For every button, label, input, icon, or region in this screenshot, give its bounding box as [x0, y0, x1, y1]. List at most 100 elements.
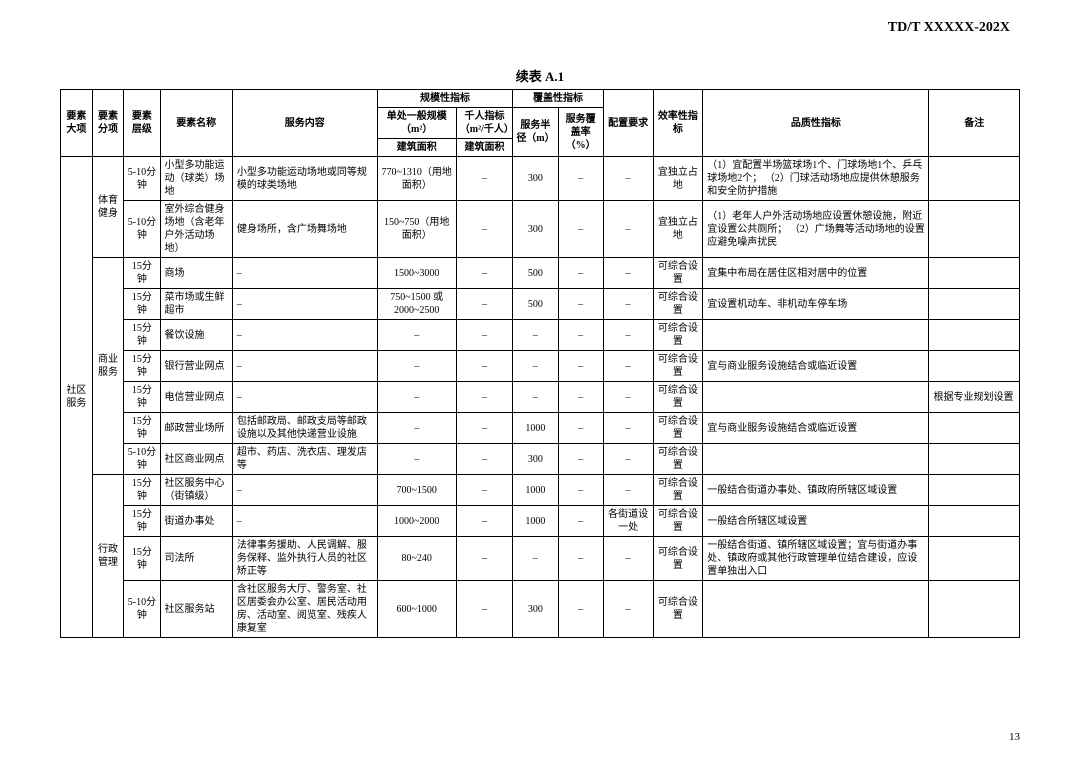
cell: –	[603, 475, 653, 506]
cell: –	[558, 506, 603, 537]
cell: 15分钟	[124, 320, 160, 351]
cell: –	[513, 382, 558, 413]
cell: 5-10分钟	[124, 157, 160, 201]
cell	[703, 444, 929, 475]
cell: –	[456, 157, 513, 201]
th-name: 要素名称	[160, 90, 232, 157]
cell: 街道办事处	[160, 506, 232, 537]
cell: –	[558, 157, 603, 201]
th-note: 备注	[929, 90, 1020, 157]
th-level: 要素层级	[124, 90, 160, 157]
cell: 300	[513, 201, 558, 258]
cell: 含社区服务大厅、警务室、社区居委会办公室、居民活动用房、活动室、阅览室、残疾人康…	[232, 581, 377, 638]
th-build1: 建筑面积	[377, 139, 456, 157]
cell: 1000	[513, 475, 558, 506]
cell: 宜独立占地	[653, 201, 703, 258]
cell: 社区商业网点	[160, 444, 232, 475]
cell: 餐饮设施	[160, 320, 232, 351]
cell: –	[513, 320, 558, 351]
cell: 可综合设置	[653, 581, 703, 638]
table-row: 5-10分钟室外综合健身场地（含老年户外活动场地）健身场所，含广场舞场地150~…	[61, 201, 1020, 258]
cell: 可综合设置	[653, 258, 703, 289]
cell: –	[456, 289, 513, 320]
th-quality: 品质性指标	[703, 90, 929, 157]
table-row: 15分钟司法所法律事务援助、人民调解、服务保释、监外执行人员的社区矫正等80~2…	[61, 537, 1020, 581]
cell	[929, 157, 1020, 201]
cell: –	[558, 581, 603, 638]
cell: –	[558, 289, 603, 320]
cell: –	[558, 413, 603, 444]
cell: 600~1000	[377, 581, 456, 638]
cell: 可综合设置	[653, 444, 703, 475]
cell: 1000~2000	[377, 506, 456, 537]
cell: 1500~3000	[377, 258, 456, 289]
cell: 宜与商业服务设施结合或临近设置	[703, 413, 929, 444]
cell: –	[603, 157, 653, 201]
cell: 社区服务中心（街镇级）	[160, 475, 232, 506]
cat-commerce: 商业服务	[92, 258, 124, 475]
cell: 500	[513, 258, 558, 289]
th-scale-group: 规模性指标	[377, 90, 513, 108]
cell: –	[603, 320, 653, 351]
cell: –	[232, 351, 377, 382]
cell: 15分钟	[124, 506, 160, 537]
th-cover: 服务覆盖率（%）	[558, 108, 603, 157]
cell: 1000	[513, 413, 558, 444]
cell	[703, 320, 929, 351]
cell: 15分钟	[124, 475, 160, 506]
cell: –	[456, 444, 513, 475]
cell: –	[603, 258, 653, 289]
table-row: 5-10分钟社区服务站含社区服务大厅、警务室、社区居委会办公室、居民活动用房、活…	[61, 581, 1020, 638]
cell: 15分钟	[124, 258, 160, 289]
cell: –	[377, 351, 456, 382]
cell: –	[603, 537, 653, 581]
table-row: 15分钟街道办事处–1000~2000–1000–各街道设一处可综合设置一般结合…	[61, 506, 1020, 537]
cell: –	[558, 320, 603, 351]
cell: –	[558, 351, 603, 382]
cell: –	[513, 351, 558, 382]
cell: –	[456, 413, 513, 444]
cell: –	[456, 320, 513, 351]
th-cover-group: 覆盖性指标	[513, 90, 603, 108]
table-body: 社区服务体育健身5-10分钟小型多功能运动（球类）场地小型多功能运动场地或同等规…	[61, 157, 1020, 638]
cell: 300	[513, 157, 558, 201]
cell: 可综合设置	[653, 320, 703, 351]
cell: 根据专业规划设置	[929, 382, 1020, 413]
table-row: 行政管理15分钟社区服务中心（街镇级）–700~1500–1000––可综合设置…	[61, 475, 1020, 506]
header-row-1: 要素大项 要素分项 要素层级 要素名称 服务内容 规模性指标 覆盖性指标 配置要…	[61, 90, 1020, 108]
table-row: 15分钟餐饮设施––––––可综合设置	[61, 320, 1020, 351]
table-row: 社区服务体育健身5-10分钟小型多功能运动（球类）场地小型多功能运动场地或同等规…	[61, 157, 1020, 201]
cell	[929, 581, 1020, 638]
cell: –	[558, 444, 603, 475]
cell: 300	[513, 444, 558, 475]
cell: 可综合设置	[653, 382, 703, 413]
cell	[929, 475, 1020, 506]
cell: –	[456, 475, 513, 506]
cell	[703, 382, 929, 413]
cell	[929, 537, 1020, 581]
table-row: 15分钟菜市场或生鲜超市–750~1500 或 2000~2500–500––可…	[61, 289, 1020, 320]
cell: –	[456, 351, 513, 382]
cell: 社区服务站	[160, 581, 232, 638]
cell: 750~1500 或 2000~2500	[377, 289, 456, 320]
cell: （1）老年人户外活动场地应设置休憩设施，附近宜设置公共厕所； （2）广场舞等活动…	[703, 201, 929, 258]
cell: 室外综合健身场地（含老年户外活动场地）	[160, 201, 232, 258]
cell: –	[603, 581, 653, 638]
cell: –	[456, 581, 513, 638]
doc-header: TD/T XXXXX-202X	[60, 20, 1010, 36]
th-req: 配置要求	[603, 90, 653, 157]
table-row: 15分钟电信营业网点––––––可综合设置根据专业规划设置	[61, 382, 1020, 413]
cell: 邮政营业场所	[160, 413, 232, 444]
main-table: 要素大项 要素分项 要素层级 要素名称 服务内容 规模性指标 覆盖性指标 配置要…	[60, 89, 1020, 638]
cell	[929, 351, 1020, 382]
cell: 300	[513, 581, 558, 638]
cell: 法律事务援助、人民调解、服务保释、监外执行人员的社区矫正等	[232, 537, 377, 581]
table-row: 5-10分钟社区商业网点超市、药店、洗衣店、理发店等––300––可综合设置	[61, 444, 1020, 475]
cell: 可综合设置	[653, 475, 703, 506]
cell: –	[377, 444, 456, 475]
cell: 5-10分钟	[124, 444, 160, 475]
cell: –	[558, 537, 603, 581]
cell: 可综合设置	[653, 413, 703, 444]
cell: –	[603, 351, 653, 382]
cell: –	[377, 382, 456, 413]
